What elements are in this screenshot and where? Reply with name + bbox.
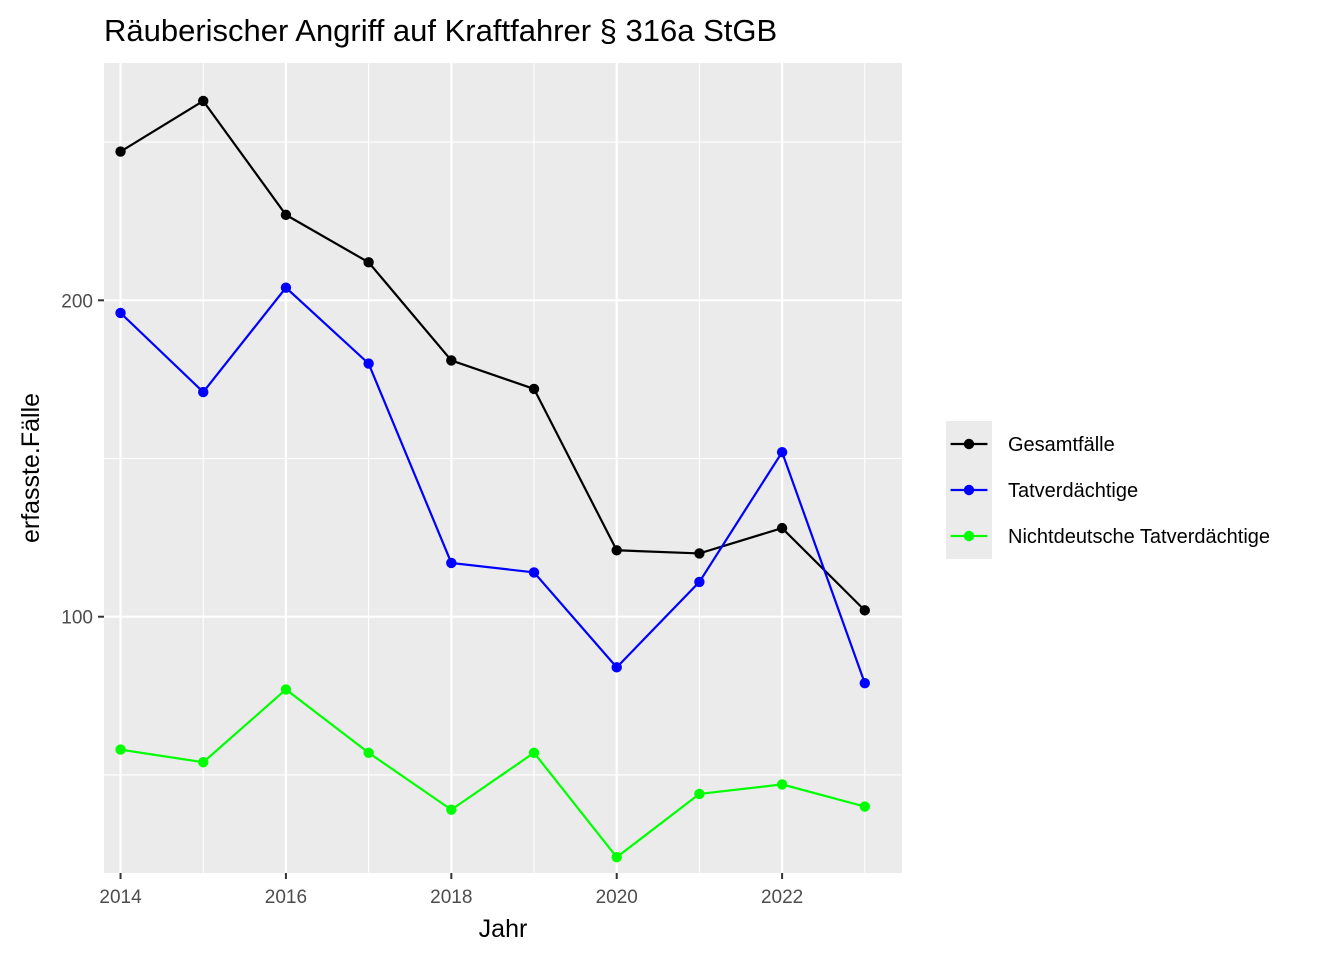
- data-point: [280, 282, 292, 293]
- data-point: [611, 545, 622, 556]
- data-point: [115, 744, 126, 755]
- data-point: [776, 522, 788, 534]
- legend-label: Tatverdächtige: [1008, 480, 1138, 502]
- series-line-0: [119, 99, 866, 612]
- data-point: [280, 684, 292, 695]
- data-point: [776, 446, 788, 458]
- x-tick-label: 2022: [761, 887, 803, 908]
- data-point: [694, 576, 705, 588]
- legend-label: Gesamtfälle: [1008, 434, 1115, 456]
- data-point: [446, 557, 457, 569]
- data-point: [528, 567, 540, 578]
- data-point: [115, 146, 126, 157]
- x-axis-title: Jahr: [479, 915, 528, 943]
- y-axis-title: erfasste.Fälle: [17, 393, 45, 543]
- plot-panel: [104, 63, 902, 873]
- x-tick-label: 2016: [265, 887, 307, 908]
- data-point: [446, 355, 457, 366]
- series-line-2: [120, 688, 866, 859]
- series-points: [115, 95, 870, 863]
- data-point: [198, 757, 209, 768]
- series-lines: [119, 99, 866, 859]
- data-point: [611, 662, 622, 673]
- data-point: [280, 209, 292, 221]
- legend-key-point: [963, 484, 975, 496]
- data-point: [859, 677, 870, 689]
- x-tick-label: 2020: [596, 887, 638, 908]
- y-tick-label: 200: [61, 291, 93, 312]
- data-point: [528, 383, 540, 395]
- data-point: [363, 747, 374, 758]
- data-point: [198, 386, 209, 398]
- data-point: [115, 307, 126, 319]
- x-tick-label: 2018: [430, 887, 472, 908]
- y-tick-label: 100: [61, 608, 93, 629]
- data-point: [776, 779, 788, 790]
- grid-major: [104, 63, 902, 873]
- series-line-1: [119, 286, 866, 684]
- data-point: [859, 801, 870, 812]
- data-point: [611, 851, 622, 863]
- x-tick-label: 2014: [99, 887, 142, 908]
- data-point: [528, 747, 540, 758]
- chart-title: Räuberischer Angriff auf Kraftfahrer § 3…: [104, 13, 777, 48]
- data-point: [363, 257, 374, 268]
- data-point: [363, 358, 374, 369]
- legend-label: Nichtdeutsche Tatverdächtige: [1008, 526, 1270, 548]
- y-axis: 100 200: [61, 291, 104, 629]
- x-axis: 2014 2016 2018 2020 2022: [99, 873, 803, 908]
- data-point: [446, 804, 457, 815]
- data-point: [859, 605, 870, 616]
- legend: Gesamtfälle Tatverdächtige Nichtdeutsche T…: [946, 421, 1270, 559]
- legend-key-point: [963, 530, 975, 542]
- data-point: [198, 95, 209, 107]
- data-point: [694, 788, 705, 800]
- data-point: [694, 548, 705, 559]
- legend-key-point: [963, 438, 975, 450]
